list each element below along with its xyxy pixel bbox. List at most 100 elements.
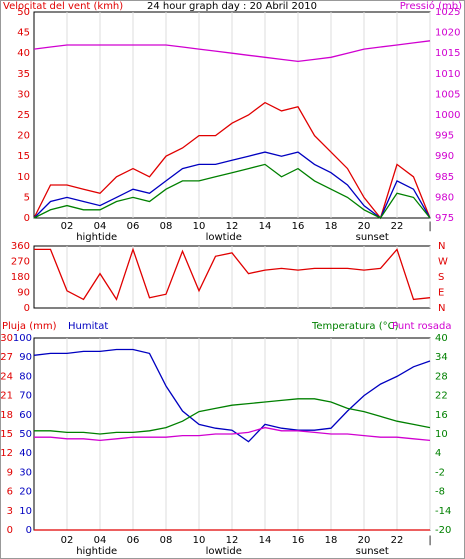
y2-tick-label: 1015 (435, 48, 460, 59)
y2-tick-label: 975 (435, 213, 454, 224)
annotation: lowtide (206, 232, 242, 243)
y2-tick-label: -14 (435, 506, 451, 517)
x-tick-label: 10 (193, 221, 206, 232)
x-tick-label: 16 (292, 535, 305, 546)
y2-tick-label: 1020 (435, 28, 460, 39)
y2-tick-label: -20 (435, 525, 451, 536)
y2-tick-label: 1025 (435, 7, 460, 18)
y2-tick-label: S (438, 272, 444, 283)
y-tick-label: 20 (17, 131, 30, 142)
y-tick-label: 10 (19, 506, 32, 517)
y3-tick-label: 18 (0, 410, 13, 421)
y3-tick-label: 0 (7, 525, 13, 536)
y2-tick-label: 22 (435, 391, 448, 402)
series-label: Temperatura (°C) (311, 321, 399, 332)
y-axis-label: Velocitat del vent (kmh) (3, 1, 123, 12)
annotation: hightide (76, 546, 117, 557)
x-tick-label: | (428, 221, 431, 232)
y3-tick-label: 9 (7, 467, 13, 478)
x-tick-label: 04 (94, 535, 107, 546)
series-line (33, 151, 431, 220)
y2-tick-label: W (438, 257, 448, 268)
y2-tick-label: 1000 (435, 110, 460, 121)
y-tick-label: 30 (17, 89, 30, 100)
x-tick-label: 04 (94, 221, 107, 232)
y2-tick-label: N (438, 241, 445, 252)
y3-tick-label: 30 (0, 333, 13, 344)
y2-tick-label: 10 (435, 429, 448, 440)
y2-tick-label: -8 (435, 487, 445, 498)
y-tick-label: 50 (19, 429, 32, 440)
y-tick-label: 40 (17, 48, 30, 59)
series-label: Punt rosada (392, 321, 451, 332)
series-label: Humitat (68, 321, 108, 332)
y-tick-label: 35 (17, 69, 30, 80)
x-tick-label: 12 (226, 535, 239, 546)
y2-tick-label: 980 (435, 192, 454, 203)
x-tick-label: | (428, 535, 431, 546)
y2-tick-label: 4 (435, 448, 441, 459)
y2-tick-label: 1010 (435, 69, 460, 80)
y-tick-label: 5 (24, 192, 30, 203)
annotation: sunset (356, 232, 389, 243)
series-line (33, 101, 431, 220)
y2-tick-label: 1005 (435, 89, 460, 100)
y-tick-label: 100 (13, 333, 32, 344)
y2-tick-label: 40 (435, 333, 448, 344)
x-tick-label: 14 (259, 535, 272, 546)
x-tick-label: 06 (127, 535, 140, 546)
y-tick-label: 0 (26, 525, 32, 536)
x-tick-label: 14 (259, 221, 272, 232)
x-tick-label: 02 (61, 221, 74, 232)
x-tick-label: 12 (226, 221, 239, 232)
x-tick-label: 18 (325, 221, 338, 232)
series-line (34, 398, 431, 435)
x-tick-label: 10 (193, 535, 206, 546)
y-tick-label: 15 (17, 151, 30, 162)
series-line (34, 426, 431, 442)
annotation: sunset (356, 546, 389, 557)
annotation: hightide (76, 232, 117, 243)
y2-tick-label: 28 (435, 371, 448, 382)
y3-tick-label: 15 (0, 429, 13, 440)
y-tick-label: 45 (17, 28, 30, 39)
series-line (33, 348, 431, 443)
y-tick-label: 50 (17, 7, 30, 18)
x-tick-label: 16 (292, 221, 305, 232)
y-tick-label: 90 (19, 352, 32, 363)
y-tick-label: 70 (19, 391, 32, 402)
y3-tick-label: 21 (0, 391, 13, 402)
series-line (34, 247, 431, 301)
y2-tick-label: N (438, 303, 445, 314)
x-tick-label: 08 (160, 535, 173, 546)
y-tick-label: 10 (17, 172, 30, 183)
y3-tick-label: 12 (0, 448, 13, 459)
y-tick-label: 60 (19, 410, 32, 421)
series-line (33, 40, 431, 63)
x-tick-label: 02 (61, 535, 74, 546)
y-tick-label: 25 (17, 110, 30, 121)
y-tick-label: 20 (19, 487, 32, 498)
y2-tick-label: 990 (435, 151, 454, 162)
y3-tick-label: 3 (7, 506, 13, 517)
y2-tick-label: 34 (435, 352, 448, 363)
y2-axis-label: Pressió (mb) (400, 0, 462, 12)
annotation: lowtide (206, 546, 242, 557)
series-label: Pluja (mm) (2, 321, 57, 332)
y2-tick-label: 16 (435, 410, 448, 421)
x-tick-label: 18 (325, 535, 338, 546)
x-tick-label: 20 (358, 535, 371, 546)
x-tick-label: 08 (160, 221, 173, 232)
x-tick-label: 22 (391, 221, 404, 232)
y2-tick-label: 995 (435, 131, 454, 142)
y-tick-label: 90 (17, 288, 30, 299)
y2-tick-label: E (438, 288, 444, 299)
series-line (33, 163, 431, 219)
y-tick-label: 80 (19, 371, 32, 382)
y-tick-label: 180 (11, 272, 30, 283)
x-tick-label: 20 (358, 221, 371, 232)
y2-tick-label: -2 (435, 467, 445, 478)
y3-tick-label: 24 (0, 371, 13, 382)
chart-title: 24 hour graph day : 20 Abril 2010 (147, 1, 317, 12)
